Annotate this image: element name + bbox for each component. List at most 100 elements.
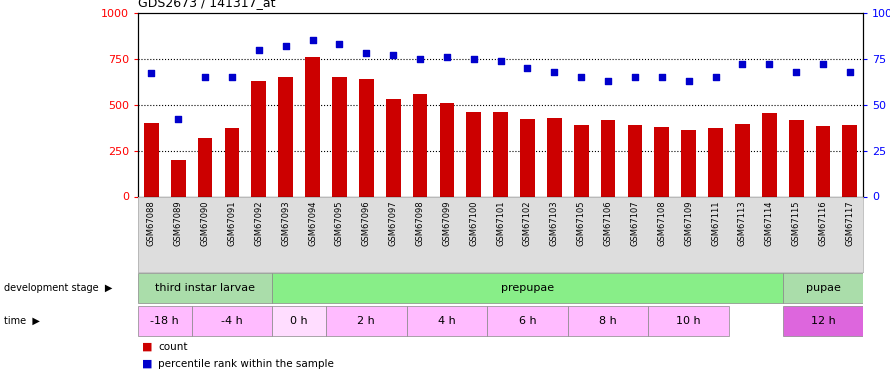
Text: GSM67115: GSM67115 bbox=[791, 200, 801, 246]
Text: GSM67103: GSM67103 bbox=[550, 200, 559, 246]
Point bbox=[279, 43, 293, 49]
Text: GSM67107: GSM67107 bbox=[630, 200, 639, 246]
Text: percentile rank within the sample: percentile rank within the sample bbox=[158, 359, 335, 369]
Text: 0 h: 0 h bbox=[290, 316, 308, 326]
Point bbox=[386, 52, 400, 58]
Text: third instar larvae: third instar larvae bbox=[155, 283, 255, 293]
Point bbox=[816, 61, 830, 67]
Text: GSM67094: GSM67094 bbox=[308, 200, 317, 246]
Text: GSM67096: GSM67096 bbox=[362, 200, 371, 246]
Text: GSM67097: GSM67097 bbox=[389, 200, 398, 246]
Text: GSM67091: GSM67091 bbox=[228, 200, 237, 246]
Text: GSM67092: GSM67092 bbox=[255, 200, 263, 246]
FancyBboxPatch shape bbox=[272, 273, 782, 303]
Text: GSM67088: GSM67088 bbox=[147, 200, 156, 246]
Point bbox=[360, 50, 374, 56]
Text: 2 h: 2 h bbox=[358, 316, 376, 326]
Point bbox=[225, 74, 239, 80]
Bar bbox=[279, 77, 293, 197]
FancyBboxPatch shape bbox=[326, 306, 407, 336]
Text: GSM67093: GSM67093 bbox=[281, 200, 290, 246]
Bar bbox=[252, 81, 266, 196]
FancyBboxPatch shape bbox=[568, 306, 649, 336]
Text: GSM67111: GSM67111 bbox=[711, 200, 720, 246]
Point bbox=[789, 69, 804, 75]
Text: count: count bbox=[158, 342, 188, 352]
Point bbox=[493, 57, 507, 63]
Bar bbox=[493, 112, 508, 196]
Text: -18 h: -18 h bbox=[150, 316, 179, 326]
Bar bbox=[574, 125, 588, 196]
Text: ■: ■ bbox=[142, 359, 153, 369]
Bar bbox=[198, 138, 213, 196]
Bar bbox=[440, 103, 454, 196]
Text: 10 h: 10 h bbox=[676, 316, 701, 326]
Bar bbox=[171, 160, 186, 196]
Bar bbox=[601, 120, 616, 196]
Bar bbox=[708, 128, 723, 196]
Point bbox=[547, 69, 562, 75]
Point bbox=[171, 116, 185, 122]
Bar bbox=[332, 77, 347, 197]
Text: GSM67106: GSM67106 bbox=[603, 200, 612, 246]
Point bbox=[601, 78, 615, 84]
Text: ■: ■ bbox=[142, 342, 153, 352]
Text: prepupae: prepupae bbox=[501, 283, 554, 293]
Bar bbox=[359, 79, 374, 197]
Text: 4 h: 4 h bbox=[438, 316, 456, 326]
Bar bbox=[762, 113, 777, 196]
Text: GSM67100: GSM67100 bbox=[469, 200, 478, 246]
Text: GSM67102: GSM67102 bbox=[523, 200, 532, 246]
Bar bbox=[681, 130, 696, 196]
Text: GDS2673 / 141317_at: GDS2673 / 141317_at bbox=[138, 0, 275, 9]
Bar bbox=[224, 128, 239, 196]
Bar bbox=[385, 99, 400, 196]
Point bbox=[762, 61, 776, 67]
Bar bbox=[144, 123, 158, 196]
Point bbox=[521, 65, 535, 71]
Text: GSM67117: GSM67117 bbox=[846, 200, 854, 246]
Text: 8 h: 8 h bbox=[599, 316, 617, 326]
FancyBboxPatch shape bbox=[272, 306, 326, 336]
Point bbox=[627, 74, 642, 80]
Point bbox=[440, 54, 454, 60]
Text: 12 h: 12 h bbox=[811, 316, 836, 326]
Text: GSM67116: GSM67116 bbox=[819, 200, 828, 246]
Bar bbox=[547, 118, 562, 196]
Bar bbox=[627, 125, 643, 196]
Text: GSM67095: GSM67095 bbox=[335, 200, 344, 246]
Point bbox=[574, 74, 588, 80]
Point bbox=[708, 74, 723, 80]
FancyBboxPatch shape bbox=[487, 306, 568, 336]
FancyBboxPatch shape bbox=[782, 306, 863, 336]
Point bbox=[735, 61, 749, 67]
Text: GSM67114: GSM67114 bbox=[765, 200, 773, 246]
Point bbox=[682, 78, 696, 84]
Text: -4 h: -4 h bbox=[221, 316, 243, 326]
Bar bbox=[735, 124, 749, 196]
Text: GSM67101: GSM67101 bbox=[496, 200, 506, 246]
Bar bbox=[520, 119, 535, 196]
Bar bbox=[789, 120, 804, 196]
Bar bbox=[654, 127, 669, 196]
FancyBboxPatch shape bbox=[649, 306, 729, 336]
Text: GSM67105: GSM67105 bbox=[577, 200, 586, 246]
Text: GSM67098: GSM67098 bbox=[416, 200, 425, 246]
Bar bbox=[466, 112, 481, 196]
Bar bbox=[413, 94, 427, 196]
Text: pupae: pupae bbox=[805, 283, 840, 293]
FancyBboxPatch shape bbox=[138, 306, 191, 336]
Text: development stage  ▶: development stage ▶ bbox=[4, 283, 113, 293]
FancyBboxPatch shape bbox=[407, 306, 487, 336]
Point bbox=[843, 69, 857, 75]
Point bbox=[198, 74, 212, 80]
Point bbox=[332, 41, 346, 47]
Bar bbox=[843, 125, 857, 196]
FancyBboxPatch shape bbox=[191, 306, 272, 336]
Bar bbox=[305, 57, 320, 196]
FancyBboxPatch shape bbox=[138, 273, 272, 303]
FancyBboxPatch shape bbox=[782, 273, 863, 303]
Text: GSM67113: GSM67113 bbox=[738, 200, 747, 246]
Point bbox=[252, 46, 266, 53]
Text: GSM67109: GSM67109 bbox=[684, 200, 693, 246]
